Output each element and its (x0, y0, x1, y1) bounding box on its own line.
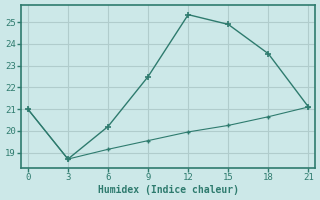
X-axis label: Humidex (Indice chaleur): Humidex (Indice chaleur) (98, 185, 239, 195)
